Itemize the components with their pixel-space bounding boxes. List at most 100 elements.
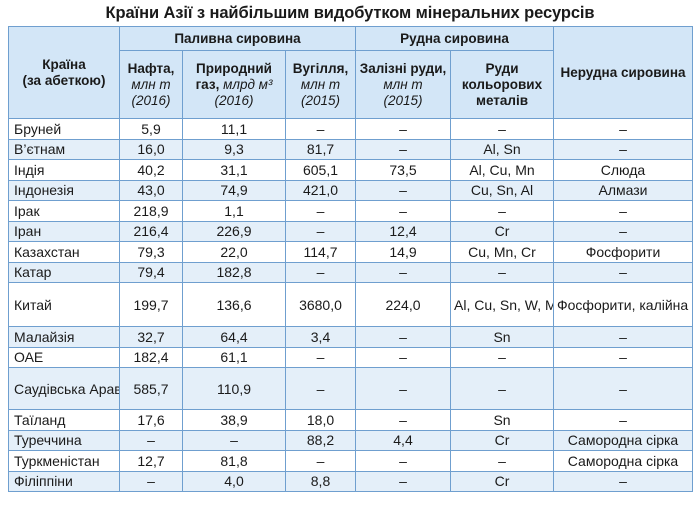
table-row: Філіппіни – 4,0 8,8 – Cr – [8,470,693,492]
cell-gas: 81,8 [182,450,286,472]
cell-iron: – [355,261,451,283]
cell-nonmetal: – [553,346,693,368]
header-coal: Вугілля, млн т (2015) [285,50,356,119]
cell-country: Іран [8,220,120,242]
table-row: Казахстан 79,3 22,0 114,7 14,9 Cu, Mn, C… [8,241,693,263]
cell-iron: 4,4 [355,429,451,451]
table-row: Таїланд 17,6 38,9 18,0 – Sn – [8,409,693,431]
header-nonferrous: Руди кольорових металів [450,50,554,119]
cell-country: Катар [8,261,120,283]
cell-nonferrous: – [450,261,554,283]
header-country: Країна (за абеткою) [8,26,120,119]
header-gas-label: Природний газ, [195,60,272,92]
cell-iron: – [355,118,451,140]
cell-iron: – [355,179,451,201]
cell-gas: 110,9 [182,367,286,410]
cell-nonmetal: Фосфорити [553,241,693,263]
cell-oil: 16,0 [119,138,183,160]
cell-iron: 224,0 [355,282,451,327]
cell-nonferrous: Cr [450,429,554,451]
cell-coal: – [285,220,356,242]
cell-nonmetal: – [553,470,693,492]
table-row: Китай 199,7 136,6 3680,0 224,0 Al, Cu, S… [8,282,693,327]
header-gas-unit: млрд м³ [223,76,273,92]
cell-iron: – [355,470,451,492]
cell-country: Малайзія [8,326,120,348]
cell-coal: – [285,200,356,222]
table-row: Іран 216,4 226,9 – 12,4 Cr – [8,220,693,242]
cell-oil: 17,6 [119,409,183,431]
cell-coal: – [285,261,356,283]
cell-oil: 43,0 [119,179,183,201]
cell-iron: – [355,138,451,160]
cell-oil: 79,3 [119,241,183,263]
cell-iron: – [355,346,451,368]
cell-coal: – [285,118,356,140]
cell-gas: 64,4 [182,326,286,348]
cell-iron: 12,4 [355,220,451,242]
header-nonmetal: Нерудна сировина [553,26,693,119]
cell-iron: – [355,450,451,472]
cell-coal: 421,0 [285,179,356,201]
cell-nonferrous: Sn [450,409,554,431]
cell-coal: 81,7 [285,138,356,160]
cell-gas: 11,1 [182,118,286,140]
cell-nonmetal: – [553,220,693,242]
table-row: Катар 79,4 182,8 – – – – [8,261,693,283]
cell-nonmetal: – [553,326,693,348]
header-iron-unit: млн т [383,76,423,92]
cell-oil: 218,9 [119,200,183,222]
cell-nonmetal: Фосфорити, калійна сіль [553,282,693,327]
cell-coal: 605,1 [285,159,356,181]
table-row: Ірак 218,9 1,1 – – – – [8,200,693,222]
table-row: Туркменістан 12,7 81,8 – – – Самородна с… [8,450,693,472]
header-oil-label: Нафта, [127,60,175,76]
cell-nonferrous: Cu, Mn, Cr [450,241,554,263]
cell-coal: 8,8 [285,470,356,492]
header-country-label: Країна [42,56,86,72]
cell-coal: – [285,346,356,368]
header-country-note: (за абеткою) [22,72,106,88]
cell-nonmetal: – [553,200,693,222]
cell-country: В’єтнам [8,138,120,160]
cell-coal: 114,7 [285,241,356,263]
cell-oil: 79,4 [119,261,183,283]
cell-oil: 12,7 [119,450,183,472]
cell-gas: 38,9 [182,409,286,431]
cell-nonferrous: – [450,346,554,368]
cell-nonferrous: Cr [450,220,554,242]
cell-nonmetal: Самородна сірка [553,429,693,451]
cell-gas: 182,8 [182,261,286,283]
cell-oil: 199,7 [119,282,183,327]
cell-nonmetal: – [553,409,693,431]
cell-gas: 9,3 [182,138,286,160]
cell-iron: – [355,409,451,431]
cell-gas: 31,1 [182,159,286,181]
table-row: ОАЕ 182,4 61,1 – – – – [8,346,693,368]
cell-nonmetal: – [553,261,693,283]
cell-country: Туреччина [8,429,120,451]
cell-gas: 4,0 [182,470,286,492]
cell-nonferrous: Al, Sn [450,138,554,160]
cell-gas: – [182,429,286,451]
cell-gas: 61,1 [182,346,286,368]
cell-nonferrous: Sn [450,326,554,348]
header-ore-group: Рудна сировина [355,26,554,51]
cell-oil: 216,4 [119,220,183,242]
cell-nonmetal: Слюда [553,159,693,181]
header-oil-unit: млн т [131,76,171,92]
cell-coal: 3,4 [285,326,356,348]
cell-oil: 585,7 [119,367,183,410]
cell-nonmetal: Алмази [553,179,693,201]
cell-iron: – [355,326,451,348]
cell-iron: 14,9 [355,241,451,263]
cell-nonferrous: – [450,200,554,222]
cell-country: Бруней [8,118,120,140]
table-row: Туреччина – – 88,2 4,4 Cr Самородна сірк… [8,429,693,451]
cell-nonmetal: Самородна сірка [553,450,693,472]
cell-nonferrous: Al, Cu, Sn, W, Mn [450,282,554,327]
cell-gas: 1,1 [182,200,286,222]
header-gas: Природний газ, млрд м³ (2016) [182,50,286,119]
cell-country: Індонезія [8,179,120,201]
cell-coal: – [285,367,356,410]
